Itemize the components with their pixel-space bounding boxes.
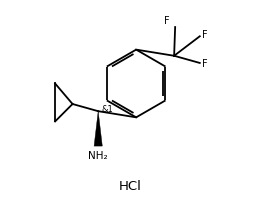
Polygon shape: [94, 111, 102, 146]
Text: NH₂: NH₂: [88, 151, 108, 161]
Text: HCl: HCl: [119, 180, 141, 193]
Text: F: F: [202, 30, 208, 40]
Text: F: F: [202, 59, 208, 69]
Text: &1: &1: [102, 105, 114, 114]
Text: F: F: [164, 16, 170, 26]
